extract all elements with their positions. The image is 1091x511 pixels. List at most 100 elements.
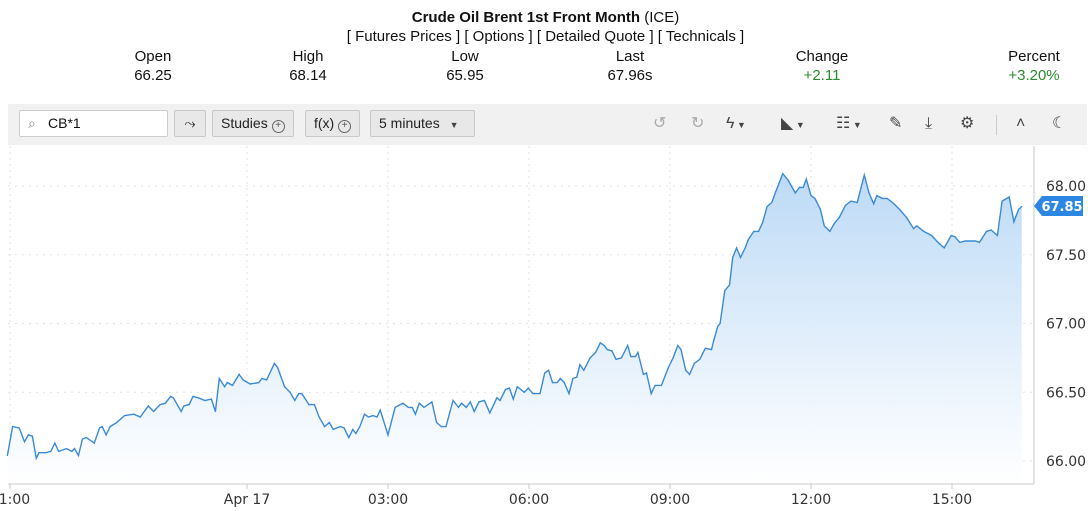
data-point — [133, 413, 135, 415]
data-point — [445, 426, 447, 428]
data-point — [224, 386, 226, 388]
data-point — [298, 393, 300, 395]
data-point — [54, 442, 56, 444]
plus-circle-icon: + — [338, 120, 352, 133]
link-detailed-quote[interactable]: [ Detailed Quote ] — [536, 28, 654, 45]
data-point — [139, 416, 141, 418]
data-point — [35, 457, 37, 459]
data-point — [576, 376, 578, 378]
data-point — [544, 372, 546, 374]
data-point — [71, 450, 73, 452]
x-tick-label: 09:00 — [650, 492, 690, 508]
data-point — [180, 410, 182, 413]
moon-icon[interactable]: ☾ — [1052, 115, 1067, 132]
fx-button[interactable]: f(x) + — [305, 110, 361, 137]
data-point — [787, 179, 789, 182]
gear-icon[interactable]: ⚙ — [960, 115, 975, 132]
last-price-tag: 67.85 — [1034, 196, 1083, 216]
toolbar-divider — [996, 115, 997, 135]
data-point — [273, 362, 276, 364]
collapse-icon[interactable]: ˄ — [1016, 115, 1026, 132]
stat-percent: Percent +3.20% — [974, 47, 1091, 85]
link-futures-prices[interactable]: [ Futures Prices ] — [346, 28, 461, 45]
data-point — [603, 344, 605, 347]
chart-type-icon[interactable]: ◣ ▼ — [781, 115, 805, 132]
data-point — [724, 289, 726, 292]
data-point — [1001, 200, 1003, 202]
data-point — [276, 366, 279, 369]
data-point — [611, 350, 613, 352]
link-options[interactable]: [ Options ] — [464, 28, 533, 45]
data-point — [44, 452, 47, 454]
data-point — [868, 192, 870, 194]
studies-label: Studies — [221, 115, 268, 131]
data-point — [559, 377, 561, 380]
compare-button[interactable]: ⤳ — [174, 110, 206, 137]
instrument-name: Crude Oil Brent 1st Front Month — [411, 9, 641, 26]
data-point — [876, 195, 878, 197]
last-price-marker — [1034, 196, 1083, 216]
data-point — [833, 222, 836, 224]
data-point — [77, 454, 80, 457]
data-point — [359, 426, 361, 428]
data-point — [794, 192, 796, 194]
data-point — [599, 342, 601, 344]
instrument-title: Crude Oil Brent 1st Front Month (ICE) — [0, 9, 1091, 26]
data-point — [328, 421, 330, 424]
undo-icon[interactable]: ↺ — [653, 115, 667, 132]
data-point — [1008, 196, 1010, 198]
last-price-label: 67.85 — [1041, 200, 1082, 215]
y-tick-label: 68.00 — [1046, 179, 1086, 195]
data-point — [66, 448, 68, 450]
data-point — [394, 406, 396, 408]
data-point — [376, 416, 378, 418]
data-point — [747, 239, 749, 241]
data-point — [363, 413, 366, 415]
data-point — [563, 382, 565, 384]
stat-value: 65.95 — [446, 67, 484, 84]
x-tick-label: 21:00 — [0, 492, 30, 508]
stat-label: Low — [451, 48, 479, 65]
interval-select[interactable]: 5 minutes ▼ — [370, 110, 475, 137]
data-point — [352, 428, 354, 430]
data-point — [556, 382, 558, 384]
data-point — [123, 415, 126, 417]
data-point — [323, 426, 326, 428]
data-point — [85, 437, 87, 439]
symbol-search-input[interactable]: ⌕ CB*1 — [19, 110, 168, 137]
layout-icon[interactable]: ☷ ▼ — [836, 115, 862, 132]
studies-button[interactable]: Studies + — [212, 110, 294, 137]
data-point — [551, 382, 554, 384]
symbol-value: CB*1 — [48, 115, 81, 131]
pencil-icon[interactable]: ✎ — [889, 115, 903, 132]
data-point — [630, 355, 632, 358]
data-point — [508, 387, 511, 389]
link-technicals[interactable]: [ Technicals ] — [657, 28, 745, 45]
x-tick-label: 06:00 — [509, 492, 549, 508]
search-icon: ⌕ — [28, 115, 36, 131]
lightning-icon[interactable]: ϟ ▼ — [726, 115, 746, 132]
y-axis-ticks: 66.00 66.50 67.00 67.50 68.00 — [1046, 179, 1086, 470]
plus-circle-icon: + — [271, 120, 285, 133]
data-point — [782, 173, 784, 175]
data-point — [387, 434, 389, 436]
data-point — [891, 201, 894, 204]
data-point — [192, 395, 194, 397]
data-point — [699, 358, 701, 360]
data-point — [489, 412, 491, 414]
data-point — [339, 426, 341, 428]
data-point — [423, 406, 425, 408]
data-point — [261, 377, 263, 380]
download-icon[interactable]: ⤓ — [925, 115, 933, 132]
data-point — [23, 441, 26, 443]
data-point — [318, 416, 320, 418]
data-point — [814, 197, 816, 199]
data-point — [959, 241, 961, 243]
redo-icon[interactable]: ↻ — [691, 115, 705, 132]
x-tick-label: 12:00 — [791, 492, 831, 508]
data-point — [183, 405, 185, 407]
data-points — [6, 173, 1023, 459]
data-point — [93, 442, 95, 444]
data-point — [898, 208, 901, 210]
